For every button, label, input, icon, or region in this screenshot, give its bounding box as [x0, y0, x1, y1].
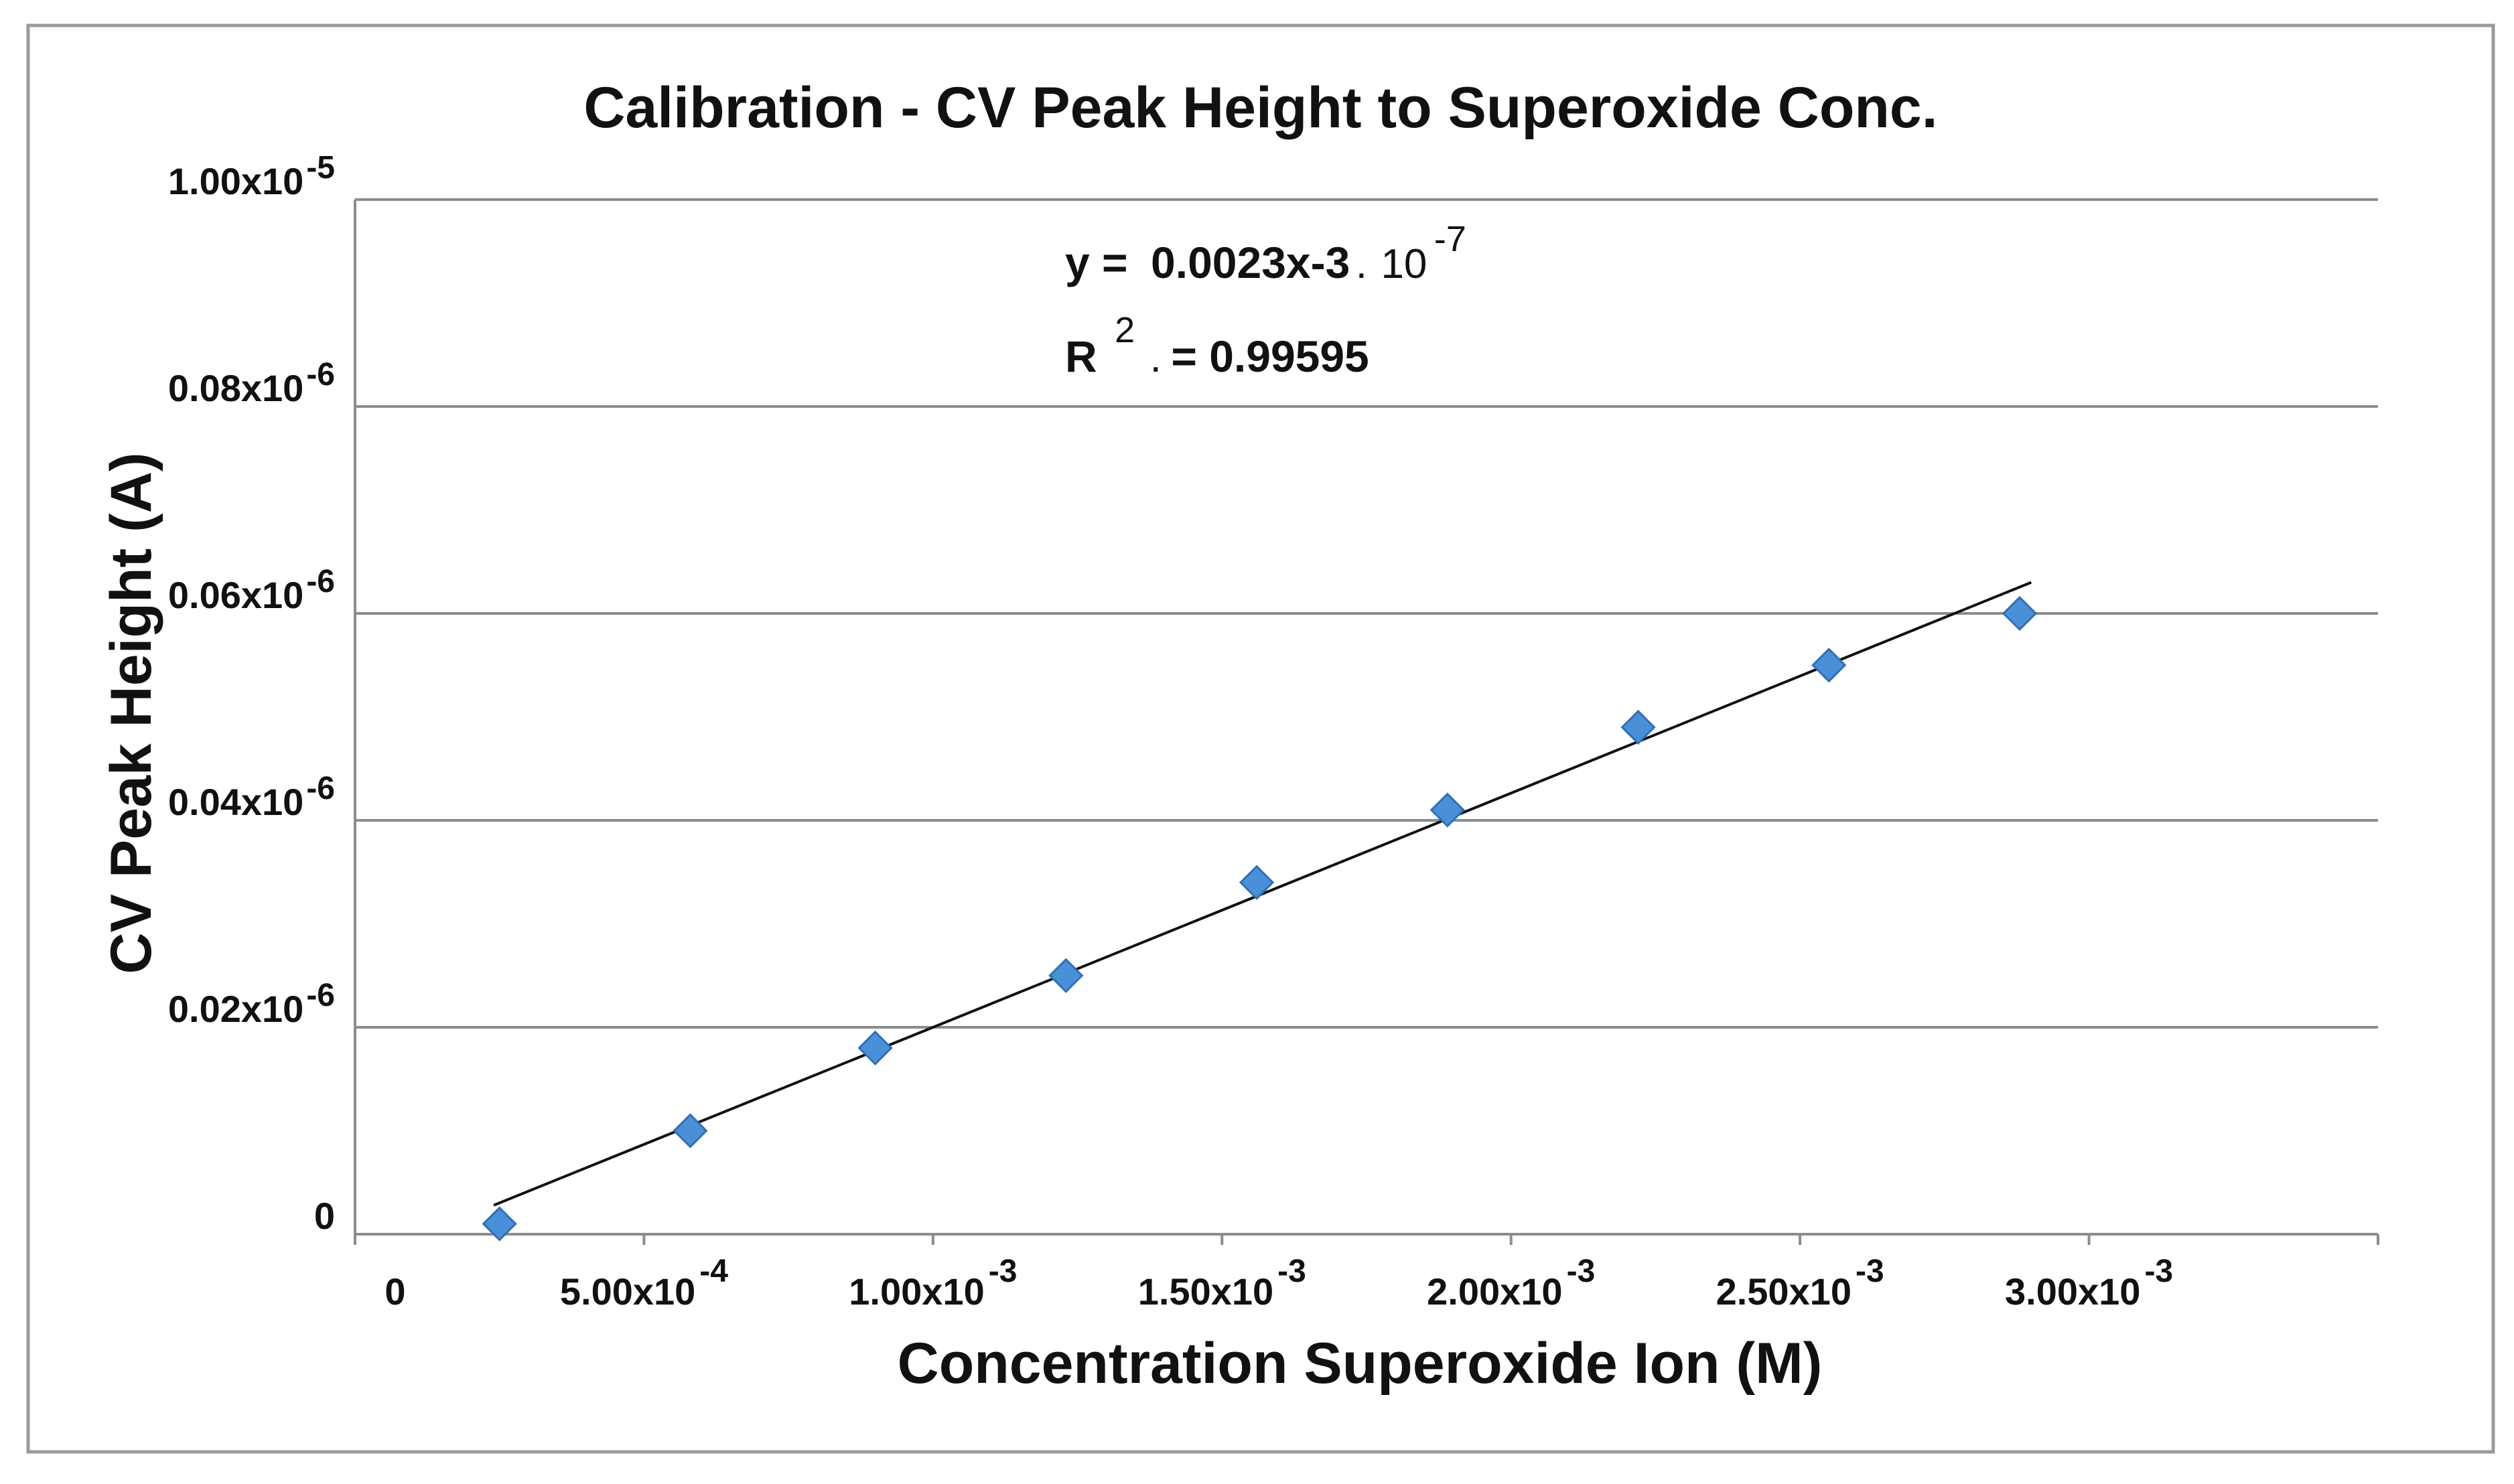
- x-axis-title: Concentration Superoxide Ion (M): [898, 1331, 1823, 1396]
- y-tick-exponent: -6: [306, 564, 335, 599]
- y-tick-label: 0.06x10-6: [168, 564, 335, 616]
- data-point: [1048, 958, 1084, 993]
- equation-y-prefix: y =: [1065, 238, 1128, 287]
- x-tick-label: 1.50x10 -3: [1138, 1254, 1306, 1313]
- y-tick-label: 0.02x10-6: [168, 978, 335, 1030]
- x-tick-base: 2.50x10: [1716, 1270, 1852, 1313]
- x-tick-base: 1.00x10: [849, 1270, 984, 1313]
- data-point: [1811, 648, 1847, 683]
- x-tick-label: 0: [385, 1270, 405, 1313]
- x-tick-base: 0: [385, 1270, 405, 1313]
- x-tick-base: 1.50x10: [1138, 1270, 1273, 1313]
- x-tick-exponent: -3: [1856, 1254, 1884, 1289]
- y-tick-base: 0: [314, 1195, 335, 1237]
- data-point: [482, 1206, 517, 1242]
- x-tick-label: 5.00x10 -4: [560, 1254, 728, 1313]
- grid-lines: [355, 198, 2378, 1029]
- r-squared-label: R: [1065, 331, 1097, 381]
- data-point: [2002, 595, 2038, 632]
- y-tick-base: 1.00x10: [168, 160, 303, 202]
- axes: [354, 200, 2379, 1245]
- trendline-equation-annotation: y = 0.0023x-3 . 10 -7 R 2 . = 0.99595: [1065, 219, 1466, 381]
- x-tick-base: 3.00x10: [2005, 1270, 2140, 1313]
- y-tick-label: 0.04x10-6: [168, 771, 335, 823]
- x-tick-label: 2.00x10 -3: [1427, 1254, 1595, 1313]
- equation-dot: .: [1356, 241, 1367, 287]
- x-tick-labels: 0 5.00x10 -4 1.00x10 -3 1.50x10 -3 2.00x10 -3 2.5…: [385, 1254, 2173, 1313]
- r-squared-dot: .: [1150, 335, 1162, 381]
- x-tick-exponent: -3: [1277, 1254, 1306, 1289]
- data-point: [1429, 792, 1465, 828]
- y-tick-label: 0.08x10-6: [168, 357, 335, 409]
- data-point: [673, 1113, 708, 1148]
- x-tick-exponent: -3: [2144, 1254, 2173, 1289]
- chart-outer-border: [26, 23, 2495, 1454]
- data-point: [1620, 709, 1656, 745]
- r-squared-power: 2: [1115, 310, 1135, 350]
- x-tick-base: 5.00x10: [560, 1270, 695, 1313]
- y-tick-base: 0.06x10: [168, 574, 303, 616]
- data-point: [1239, 865, 1275, 900]
- equation-ten: 10: [1381, 241, 1427, 287]
- x-tick-label: 1.00x10 -3: [849, 1254, 1017, 1313]
- y-axis-title: CV Peak Height (A): [99, 453, 163, 974]
- chart-title: Calibration - CV Peak Height to Superoxi…: [583, 76, 1937, 140]
- y-tick-exponent: -6: [306, 978, 335, 1013]
- y-tick-label: 0: [314, 1195, 335, 1237]
- data-points: [482, 595, 2038, 1242]
- y-tick-exponent: -6: [306, 771, 335, 806]
- x-tick-label: 3.00x10 -3: [2005, 1254, 2173, 1313]
- equation-exponent: -7: [1434, 219, 1466, 259]
- x-tick-exponent: -3: [1567, 1254, 1596, 1289]
- y-tick-exponent: -5: [306, 150, 335, 186]
- equation-line: y = 0.0023x-3 . 10 -7: [1065, 219, 1466, 287]
- r-squared-line: R 2 . = 0.99595: [1065, 310, 1369, 381]
- y-tick-base: 0.08x10: [168, 367, 303, 409]
- x-tick-label: 2.50x10 -3: [1716, 1254, 1884, 1313]
- y-tick-labels: 00.02x10-60.04x10-60.06x10-60.08x10-61.0…: [168, 150, 335, 1237]
- y-tick-label: 1.00x10-5: [168, 150, 335, 202]
- equation-body: 0.0023x-3: [1151, 238, 1350, 287]
- y-tick-exponent: -6: [306, 357, 335, 392]
- x-tick-exponent: -4: [699, 1254, 728, 1289]
- r-squared-value: = 0.99595: [1171, 331, 1369, 381]
- data-point: [857, 1030, 893, 1066]
- y-tick-base: 0.02x10: [168, 988, 303, 1030]
- x-tick-base: 2.00x10: [1427, 1270, 1562, 1313]
- y-tick-base: 0.04x10: [168, 781, 303, 823]
- x-tick-exponent: -3: [989, 1254, 1018, 1289]
